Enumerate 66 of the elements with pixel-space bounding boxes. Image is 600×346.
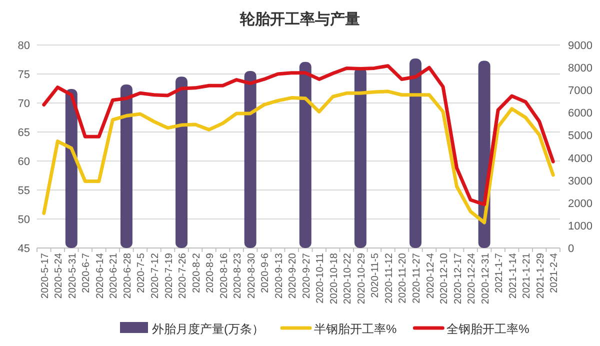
bar bbox=[299, 62, 312, 248]
x-tick-label: 2020-5-24 bbox=[54, 252, 65, 299]
y2-tick-label: 5000 bbox=[568, 130, 592, 142]
x-tick-label: 2020-11-12 bbox=[384, 252, 395, 304]
bar bbox=[176, 76, 188, 248]
x-tick-label: 2020-7-19 bbox=[164, 252, 175, 299]
x-tick-label: 2021-1-29 bbox=[535, 252, 546, 299]
x-tick-label: 2020-6-7 bbox=[81, 252, 92, 294]
y-tick-label: 70 bbox=[18, 98, 30, 110]
x-tick-label: 2020-8-2 bbox=[191, 252, 202, 294]
bar bbox=[65, 88, 78, 248]
x-tick-label: 2020-11-20 bbox=[398, 252, 409, 304]
x-tick-label: 2020-8-16 bbox=[218, 252, 230, 299]
x-tick-label: 2020-6-21 bbox=[108, 252, 120, 299]
x-tick-label: 2020-6-28 bbox=[122, 252, 134, 299]
x-tick-label: 2020-11-27 bbox=[411, 252, 422, 304]
y2-tick-label: 7000 bbox=[568, 85, 592, 98]
x-tick-label: 2020-9-20 bbox=[288, 252, 299, 299]
x-tick-label: 2020-9-6 bbox=[260, 252, 272, 294]
y2-tick-label: 6000 bbox=[568, 108, 592, 120]
x-tick-label: 2020-7-12 bbox=[150, 252, 161, 299]
x-tick-label: 2020-10-29 bbox=[356, 252, 368, 304]
x-tick-label: 2020-5-31 bbox=[67, 252, 78, 299]
x-tick-label: 2020-12-10 bbox=[439, 252, 450, 304]
y2-tick-label: 2000 bbox=[568, 198, 592, 210]
legend-label: 全钢胎开工率% bbox=[446, 322, 530, 336]
y2-tick-label: 9000 bbox=[568, 40, 592, 52]
x-tick-label: 2020-8-9 bbox=[205, 252, 216, 294]
bar bbox=[120, 84, 132, 248]
x-tick-label: 2020-12-17 bbox=[452, 252, 464, 304]
y-tick-label: 75 bbox=[18, 69, 30, 81]
x-tick-label: 2020-5-17 bbox=[40, 252, 51, 299]
x-tick-label: 2020-9-27 bbox=[301, 252, 312, 299]
legend-label: 外胎月度产量(万条） bbox=[152, 322, 264, 336]
y-tick-label: 50 bbox=[18, 214, 30, 226]
x-tick-label: 2020-7-5 bbox=[136, 252, 148, 294]
legend-label: 半钢胎开工率% bbox=[314, 322, 397, 336]
y-tick-label: 65 bbox=[18, 127, 30, 139]
chart-title: 轮胎开工率与产量 bbox=[239, 10, 360, 28]
y-tick-label: 80 bbox=[18, 40, 30, 52]
x-tick-label: 2020-10-22 bbox=[342, 252, 354, 304]
x-tick-label: 2021-1-7 bbox=[494, 252, 506, 294]
y2-tick-label: 1000 bbox=[568, 220, 592, 232]
y-tick-label: 60 bbox=[18, 156, 30, 168]
y2-tick-label: 8000 bbox=[568, 62, 592, 75]
x-tick-label: 2020-9-13 bbox=[274, 252, 285, 299]
x-tick-label: 2020-12-24 bbox=[466, 252, 478, 304]
x-tick-label: 2021-1-14 bbox=[508, 252, 519, 299]
y-tick-label: 55 bbox=[18, 185, 30, 197]
x-tick-label: 2021-1-21 bbox=[522, 252, 533, 299]
x-tick-label: 2020-8-23 bbox=[232, 252, 244, 299]
y-tick-label: 45 bbox=[18, 243, 30, 255]
x-tick-label: 2020-11-5 bbox=[370, 252, 382, 298]
bar bbox=[244, 70, 256, 248]
x-tick-label: 2020-12-4 bbox=[425, 252, 436, 299]
x-tick-label: 2021-2-4 bbox=[549, 252, 560, 294]
y2-tick-label: 0 bbox=[568, 243, 574, 255]
bar bbox=[409, 58, 422, 248]
x-tick-label: 2020-7-26 bbox=[178, 252, 189, 299]
y2-tick-label: 3000 bbox=[568, 175, 592, 188]
x-tick-label: 2020-8-30 bbox=[246, 252, 258, 299]
x-tick-label: 2020-10-11 bbox=[315, 252, 326, 304]
y2-tick-label: 4000 bbox=[568, 152, 592, 165]
x-tick-label: 2020-6-14 bbox=[94, 252, 106, 299]
x-tick-label: 2020-12-31 bbox=[480, 252, 492, 304]
x-tick-label: 2020-10-18 bbox=[328, 252, 340, 304]
